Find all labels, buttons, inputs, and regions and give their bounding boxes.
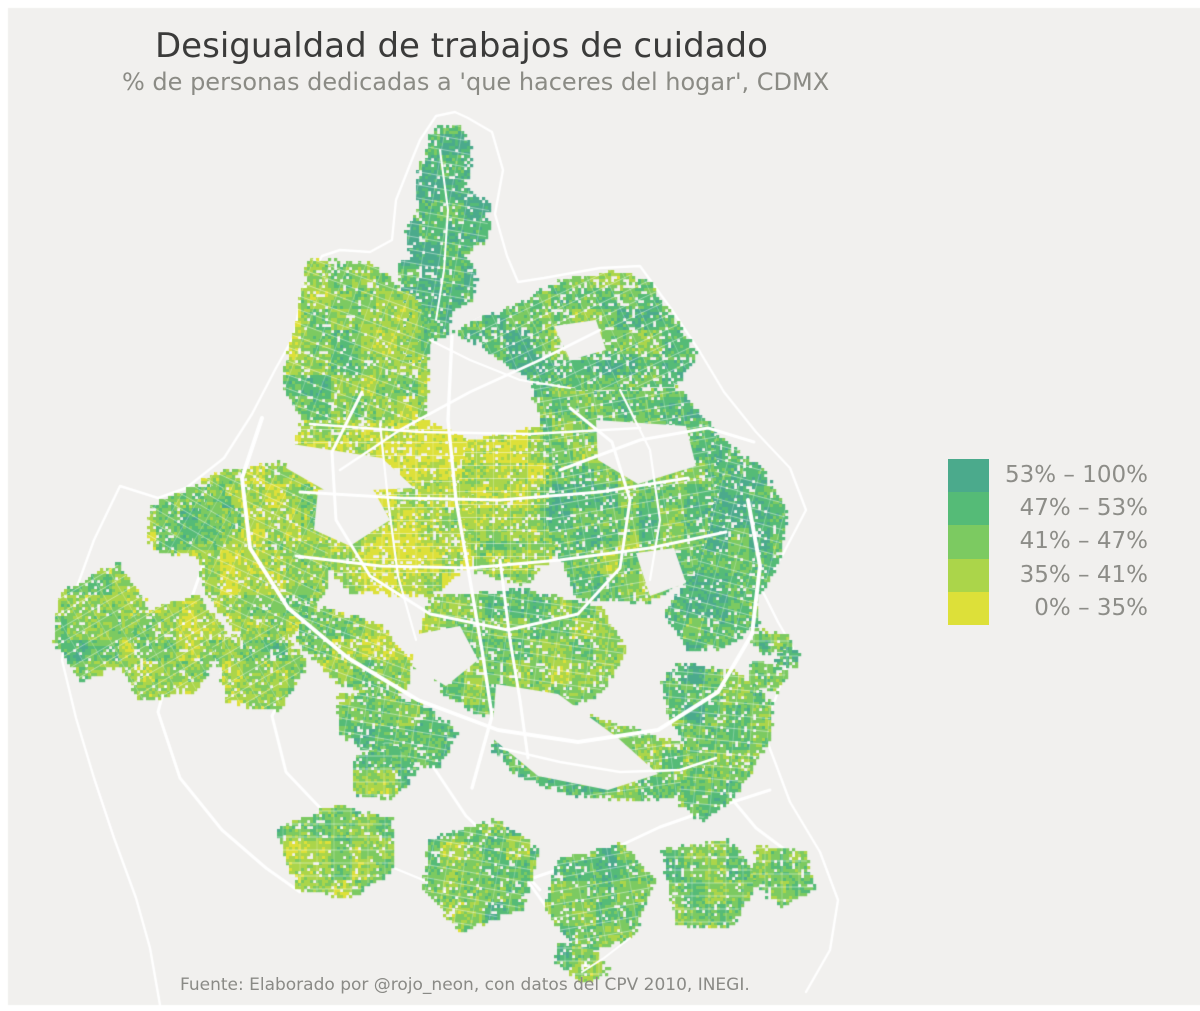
legend-label: 35% – 41% [1019, 561, 1148, 588]
legend-swatch-1 [948, 459, 989, 493]
legend-item: 53% – 100% [948, 459, 1148, 493]
legend-label: 47% – 53% [1019, 495, 1148, 522]
legend-label: 41% – 47% [1019, 528, 1148, 555]
page-subtitle: % de personas dedicadas a 'que haceres d… [122, 68, 830, 96]
legend: 53% – 100% 47% – 53% 41% – 47% 35% – 41%… [948, 459, 1148, 625]
source-caption: Fuente: Elaborado por @rojo_neon, con da… [180, 975, 750, 995]
legend-item: 35% – 41% [948, 558, 1148, 592]
legend-label: 53% – 100% [1005, 462, 1148, 488]
page-title: Desigualdad de trabajos de cuidado [155, 26, 768, 66]
legend-item: 0% – 35% [948, 591, 1148, 625]
legend-item: 47% – 53% [948, 492, 1148, 526]
legend-swatch-2 [948, 492, 989, 526]
legend-item: 41% – 47% [948, 525, 1148, 559]
legend-swatch-3 [948, 525, 989, 559]
legend-label: 0% – 35% [1034, 594, 1148, 621]
legend-swatch-5 [948, 591, 989, 625]
legend-swatch-4 [948, 558, 989, 592]
